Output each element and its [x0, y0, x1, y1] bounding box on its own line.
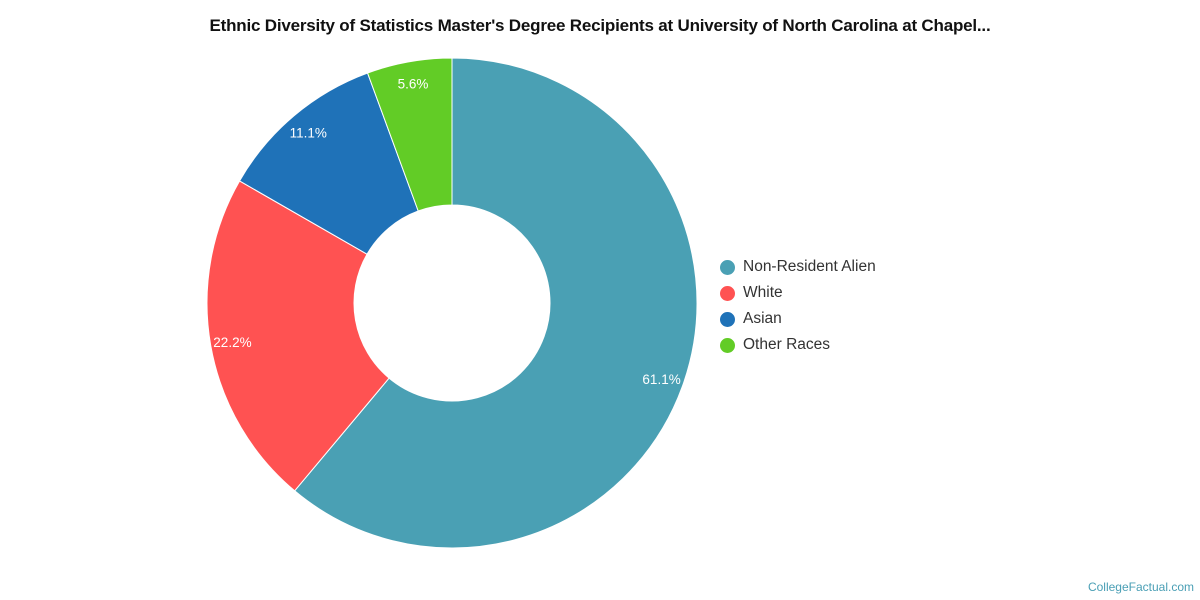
legend-item-non-resident-alien[interactable]: Non-Resident Alien	[720, 254, 876, 280]
legend-label: Asian	[743, 310, 782, 327]
legend-label: White	[743, 284, 783, 301]
slice-value-label: 22.2%	[213, 335, 251, 350]
source-credit-link[interactable]: CollegeFactual.com	[1087, 580, 1194, 594]
legend-swatch-icon	[720, 337, 735, 353]
slice-non-resident-alien[interactable]	[293, 57, 698, 549]
legend-label: Other Races	[743, 336, 831, 353]
slice-other-races[interactable]	[366, 57, 453, 212]
legend-swatch-icon	[720, 311, 735, 327]
chart-title: Ethnic Diversity of Statistics Master's …	[209, 16, 991, 35]
slice-labels: 61.1% 22.2% 11.1% 5.6%	[213, 76, 680, 387]
donut-slices	[206, 57, 698, 549]
slice-value-label: 61.1%	[642, 372, 680, 387]
legend-label: Non-Resident Alien	[743, 258, 876, 275]
legend-swatch-icon	[720, 259, 735, 275]
slice-white[interactable]	[206, 180, 390, 492]
slice-asian[interactable]	[238, 72, 419, 255]
legend-item-other-races[interactable]: Other Races	[720, 332, 876, 358]
legend-item-white[interactable]: White	[720, 280, 876, 306]
chart-legend: Non-Resident Alien White Asian Other Rac…	[720, 254, 876, 358]
legend-swatch-icon	[720, 285, 735, 301]
slice-value-label: 5.6%	[398, 76, 429, 91]
legend-item-asian[interactable]: Asian	[720, 306, 876, 332]
slice-value-label: 11.1%	[290, 126, 327, 141]
